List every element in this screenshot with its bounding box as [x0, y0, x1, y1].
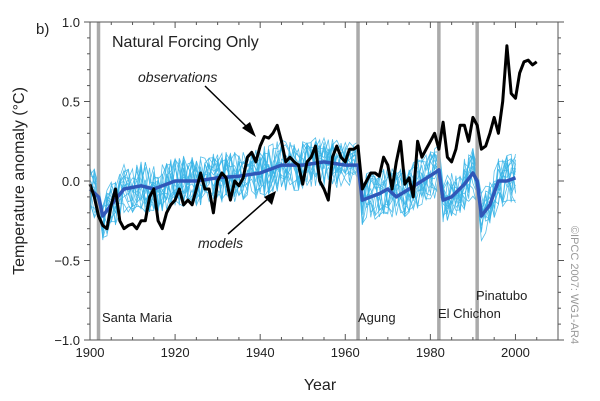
- x-tick-label: 1920: [161, 345, 190, 360]
- y-tick-label: 0.0: [62, 174, 80, 189]
- x-tick-label: 1980: [416, 345, 445, 360]
- models-arrowhead: [264, 191, 276, 205]
- y-tick-label: −0.5: [54, 254, 80, 269]
- models-annotation: models: [198, 235, 243, 251]
- axis-ticks: 1900 1920 1940 1960 1980 2000 1.0 0.5 0.0 −0.5 −1.…: [54, 15, 564, 360]
- observations-arrow: [204, 85, 251, 131]
- observations-line: [88, 44, 538, 231]
- y-axis-label: Temperature anomaly (°C): [11, 87, 28, 275]
- chart-title: Natural Forcing Only: [112, 34, 259, 51]
- model-run-line: [89, 138, 516, 242]
- x-tick-label: 1940: [246, 345, 275, 360]
- observations-annotation: observations: [138, 69, 217, 85]
- y-tick-label: 0.5: [62, 95, 80, 110]
- copyright: ©IPCC 2007: WG1-AR4: [568, 226, 580, 344]
- y-tick-label: 1.0: [62, 15, 80, 30]
- x-tick-label: 1900: [76, 345, 105, 360]
- y-tick-label: −1.0: [54, 333, 80, 348]
- models-mean-line: [88, 160, 517, 218]
- models-arrow: [227, 196, 271, 235]
- x-tick-label: 2000: [501, 345, 530, 360]
- model-run-line: [89, 141, 516, 237]
- model-run-line: [89, 139, 516, 239]
- panel-label: b): [36, 21, 49, 38]
- observations-arrowhead: [242, 122, 256, 137]
- volcano-label-pinatubo: Pinatubo: [476, 288, 527, 303]
- x-tick-label: 1960: [331, 345, 360, 360]
- model-run-line: [89, 139, 516, 241]
- volcano-label-agung: Agung: [358, 310, 396, 325]
- volcano-label-santa-maria: Santa Maria: [102, 310, 173, 325]
- x-axis-label: Year: [304, 377, 337, 394]
- volcano-label-el-chichon: El Chichon: [438, 306, 501, 321]
